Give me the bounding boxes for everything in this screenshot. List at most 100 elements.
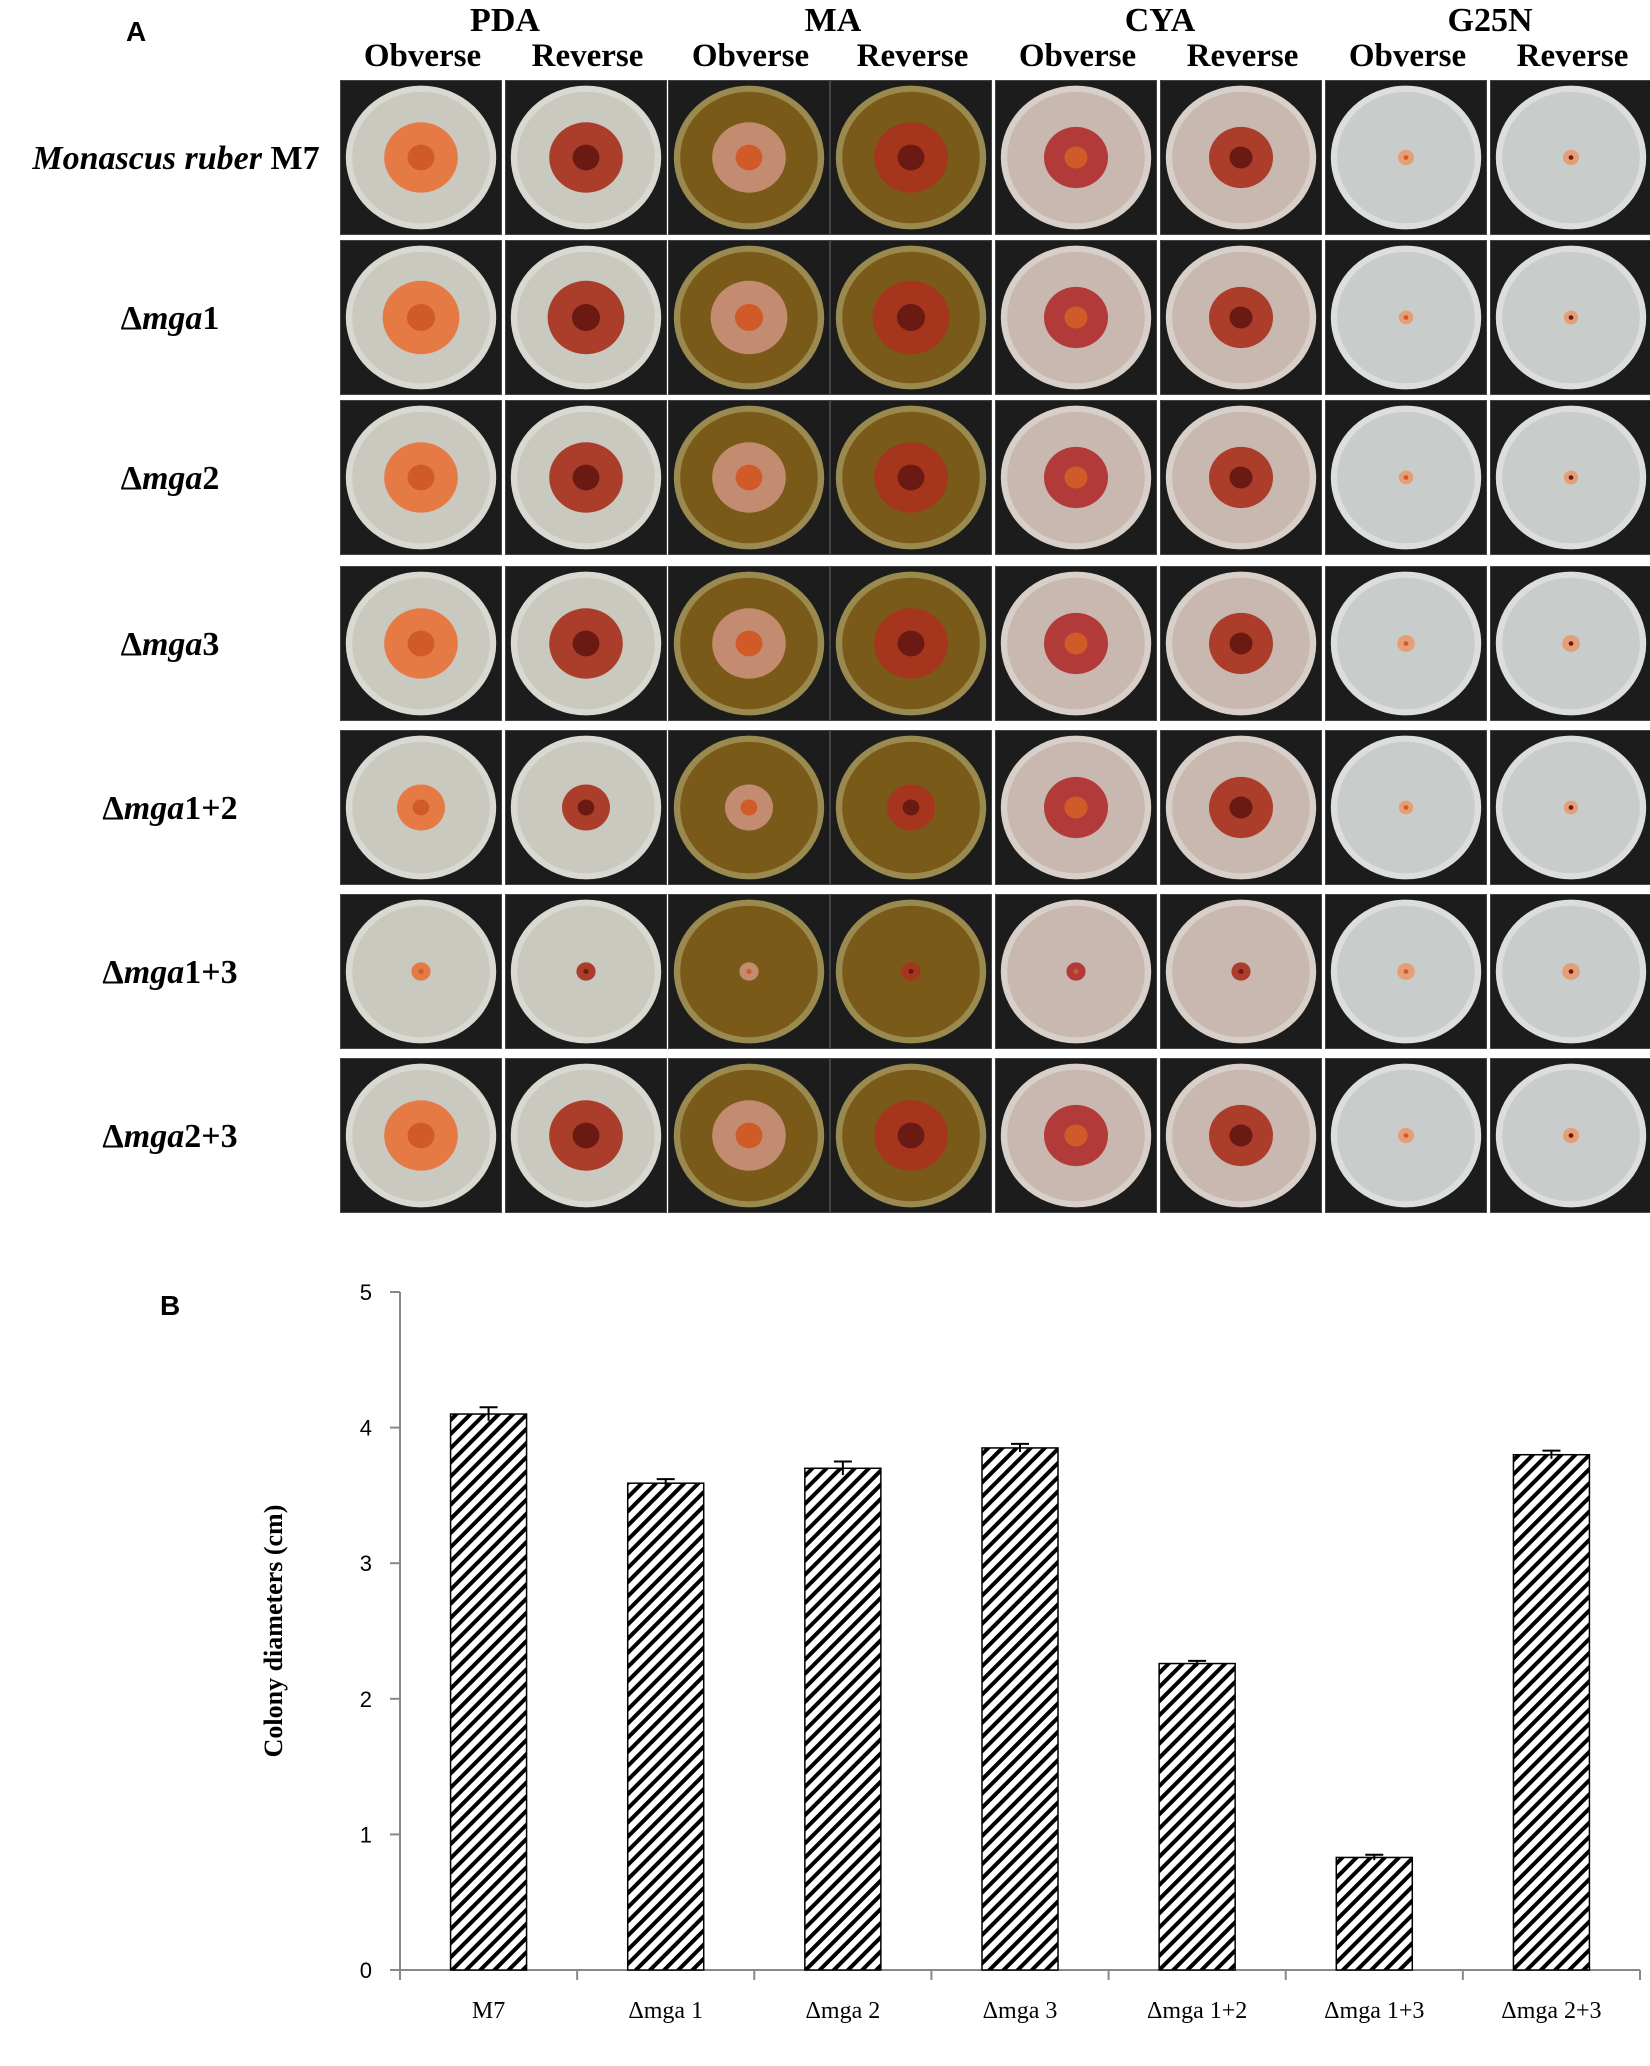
plate-photo-g25n-reverse xyxy=(1490,400,1650,555)
plate-photo-ma-reverse xyxy=(830,80,992,235)
strain-italic: Monascus ruber xyxy=(32,140,262,177)
strain-prefix: Δ xyxy=(102,790,124,827)
plate-photo-cya-obverse xyxy=(995,566,1157,721)
bar xyxy=(1512,1453,1591,1971)
plate-photo-cya-obverse xyxy=(995,1058,1157,1213)
strain-prefix: Δ xyxy=(120,300,142,337)
strain-label: Δmga2+3 xyxy=(0,1118,340,1156)
plate-photo-cya-obverse xyxy=(995,400,1157,555)
plate-photo-ma-reverse xyxy=(830,894,992,1049)
plate-photo-cya-reverse xyxy=(1160,566,1322,721)
plate-photo-pda-obverse xyxy=(340,566,502,721)
strain-suffix: M7 xyxy=(261,140,320,177)
plate-photo-g25n-reverse xyxy=(1490,730,1650,885)
plate-photo-g25n-obverse xyxy=(1325,240,1487,395)
y-tick-label: 5 xyxy=(360,1280,372,1305)
x-tick-label: M7 xyxy=(472,1998,505,2024)
plate-photo-g25n-obverse xyxy=(1325,566,1487,721)
plate-photo-cya-obverse xyxy=(995,240,1157,395)
x-tick-label: Δmga 1 xyxy=(628,1998,703,2024)
plate-photo-ma-obverse xyxy=(668,894,830,1049)
x-tick-label: Δmga 2 xyxy=(805,1998,880,2024)
plate-photo-pda-reverse xyxy=(505,894,667,1049)
strain-suffix: 2+3 xyxy=(184,1118,238,1155)
plate-photo-g25n-obverse xyxy=(1325,400,1487,555)
strain-prefix: Δ xyxy=(102,1118,124,1155)
bar xyxy=(1158,1662,1236,1971)
panel-a-label: A xyxy=(126,16,147,47)
chart-svg: 0 1 2 3 4 5 Colony diameters (cm) M7 Δmga 1 Δmga … xyxy=(259,1280,1641,2024)
plate-photo-pda-obverse xyxy=(340,1058,502,1213)
plate-photo-cya-obverse xyxy=(995,730,1157,885)
strain-italic: mga xyxy=(141,460,203,497)
plate-photo-ma-reverse xyxy=(830,400,992,555)
plate-photo-pda-reverse xyxy=(505,400,667,555)
bar xyxy=(1335,1856,1414,1971)
y-tick-label: 3 xyxy=(360,1551,372,1576)
plate-photo-g25n-reverse xyxy=(1490,1058,1650,1213)
plate-photo-pda-obverse xyxy=(340,730,502,885)
plate-photo-cya-reverse xyxy=(1160,894,1322,1049)
plate-photo-g25n-reverse xyxy=(1490,566,1650,721)
bar xyxy=(981,1447,1059,1971)
plate-photo-pda-reverse xyxy=(505,566,667,721)
strain-prefix: Δ xyxy=(120,460,142,497)
side-header-pda-reverse: Reverse xyxy=(531,38,644,74)
side-header-ma-reverse: Reverse xyxy=(856,38,969,74)
plate-photo-ma-obverse xyxy=(668,80,830,235)
strain-suffix: 3 xyxy=(202,626,220,663)
strain-label: Δmga1 xyxy=(0,300,340,338)
strain-label: Δmga3 xyxy=(0,626,340,664)
plate-photo-g25n-obverse xyxy=(1325,1058,1487,1213)
plate-photo-ma-obverse xyxy=(668,730,830,885)
side-header-ma-obverse: Obverse xyxy=(691,38,810,74)
plate-photo-pda-reverse xyxy=(505,80,667,235)
x-tick-label: Δmga 3 xyxy=(983,1998,1058,2024)
plate-photo-cya-reverse xyxy=(1160,240,1322,395)
strain-suffix: 1+3 xyxy=(184,954,238,991)
plate-photo-ma-obverse xyxy=(668,400,830,555)
plate-photo-cya-reverse xyxy=(1160,730,1322,885)
x-tick-label: Δmga 2+3 xyxy=(1501,1998,1601,2024)
plate-photo-ma-obverse xyxy=(668,240,830,395)
strain-label: Monascus ruber M7 xyxy=(6,140,346,178)
y-tick-label: 4 xyxy=(360,1416,372,1441)
plate-photo-ma-reverse xyxy=(830,730,992,885)
strain-prefix: Δ xyxy=(102,954,124,991)
plate-photo-ma-reverse xyxy=(830,1058,992,1213)
plate-photo-cya-reverse xyxy=(1160,400,1322,555)
plate-photo-pda-reverse xyxy=(505,240,667,395)
plate-photo-cya-obverse xyxy=(995,80,1157,235)
strain-prefix: Δ xyxy=(120,626,142,663)
side-header-cya-obverse: Obverse xyxy=(1018,38,1137,74)
side-header-cya-reverse: Reverse xyxy=(1186,38,1299,74)
y-axis-label: Colony diameters (cm) xyxy=(259,1505,288,1758)
strain-suffix: 1+2 xyxy=(184,790,238,827)
strain-label: Δmga1+3 xyxy=(0,954,340,992)
plate-photo-cya-reverse xyxy=(1160,80,1322,235)
plate-photo-g25n-reverse xyxy=(1490,240,1650,395)
plate-photo-ma-obverse xyxy=(668,1058,830,1213)
side-header-pda-obverse: Obverse xyxy=(363,38,482,74)
y-tick-label: 1 xyxy=(360,1822,372,1847)
plate-photo-pda-obverse xyxy=(340,240,502,395)
strain-suffix: 2 xyxy=(202,460,220,497)
colony-diameter-chart: 0 1 2 3 4 5 Colony diameters (cm) M7 Δmga 1 Δmga … xyxy=(230,1270,1650,2061)
bar xyxy=(626,1482,705,1971)
plate-photo-g25n-reverse xyxy=(1490,894,1650,1049)
plate-photo-g25n-obverse xyxy=(1325,894,1487,1049)
side-header-g25n-reverse: Reverse xyxy=(1516,38,1629,74)
x-tick-label: Δmga 1+3 xyxy=(1324,1998,1424,2024)
strain-italic: mga xyxy=(123,790,185,827)
panel-b-label: B xyxy=(160,1290,181,1321)
strain-label: Δmga1+2 xyxy=(0,790,340,828)
strain-label: Δmga2 xyxy=(0,460,340,498)
plate-photo-g25n-obverse xyxy=(1325,80,1487,235)
bar xyxy=(449,1413,528,1971)
strain-italic: mga xyxy=(141,300,203,337)
plate-photo-pda-reverse xyxy=(505,730,667,885)
side-header-g25n-obverse: Obverse xyxy=(1348,38,1467,74)
medium-header-pda: PDA xyxy=(470,2,540,39)
strain-italic: mga xyxy=(123,1118,185,1155)
plate-photo-ma-reverse xyxy=(830,566,992,721)
